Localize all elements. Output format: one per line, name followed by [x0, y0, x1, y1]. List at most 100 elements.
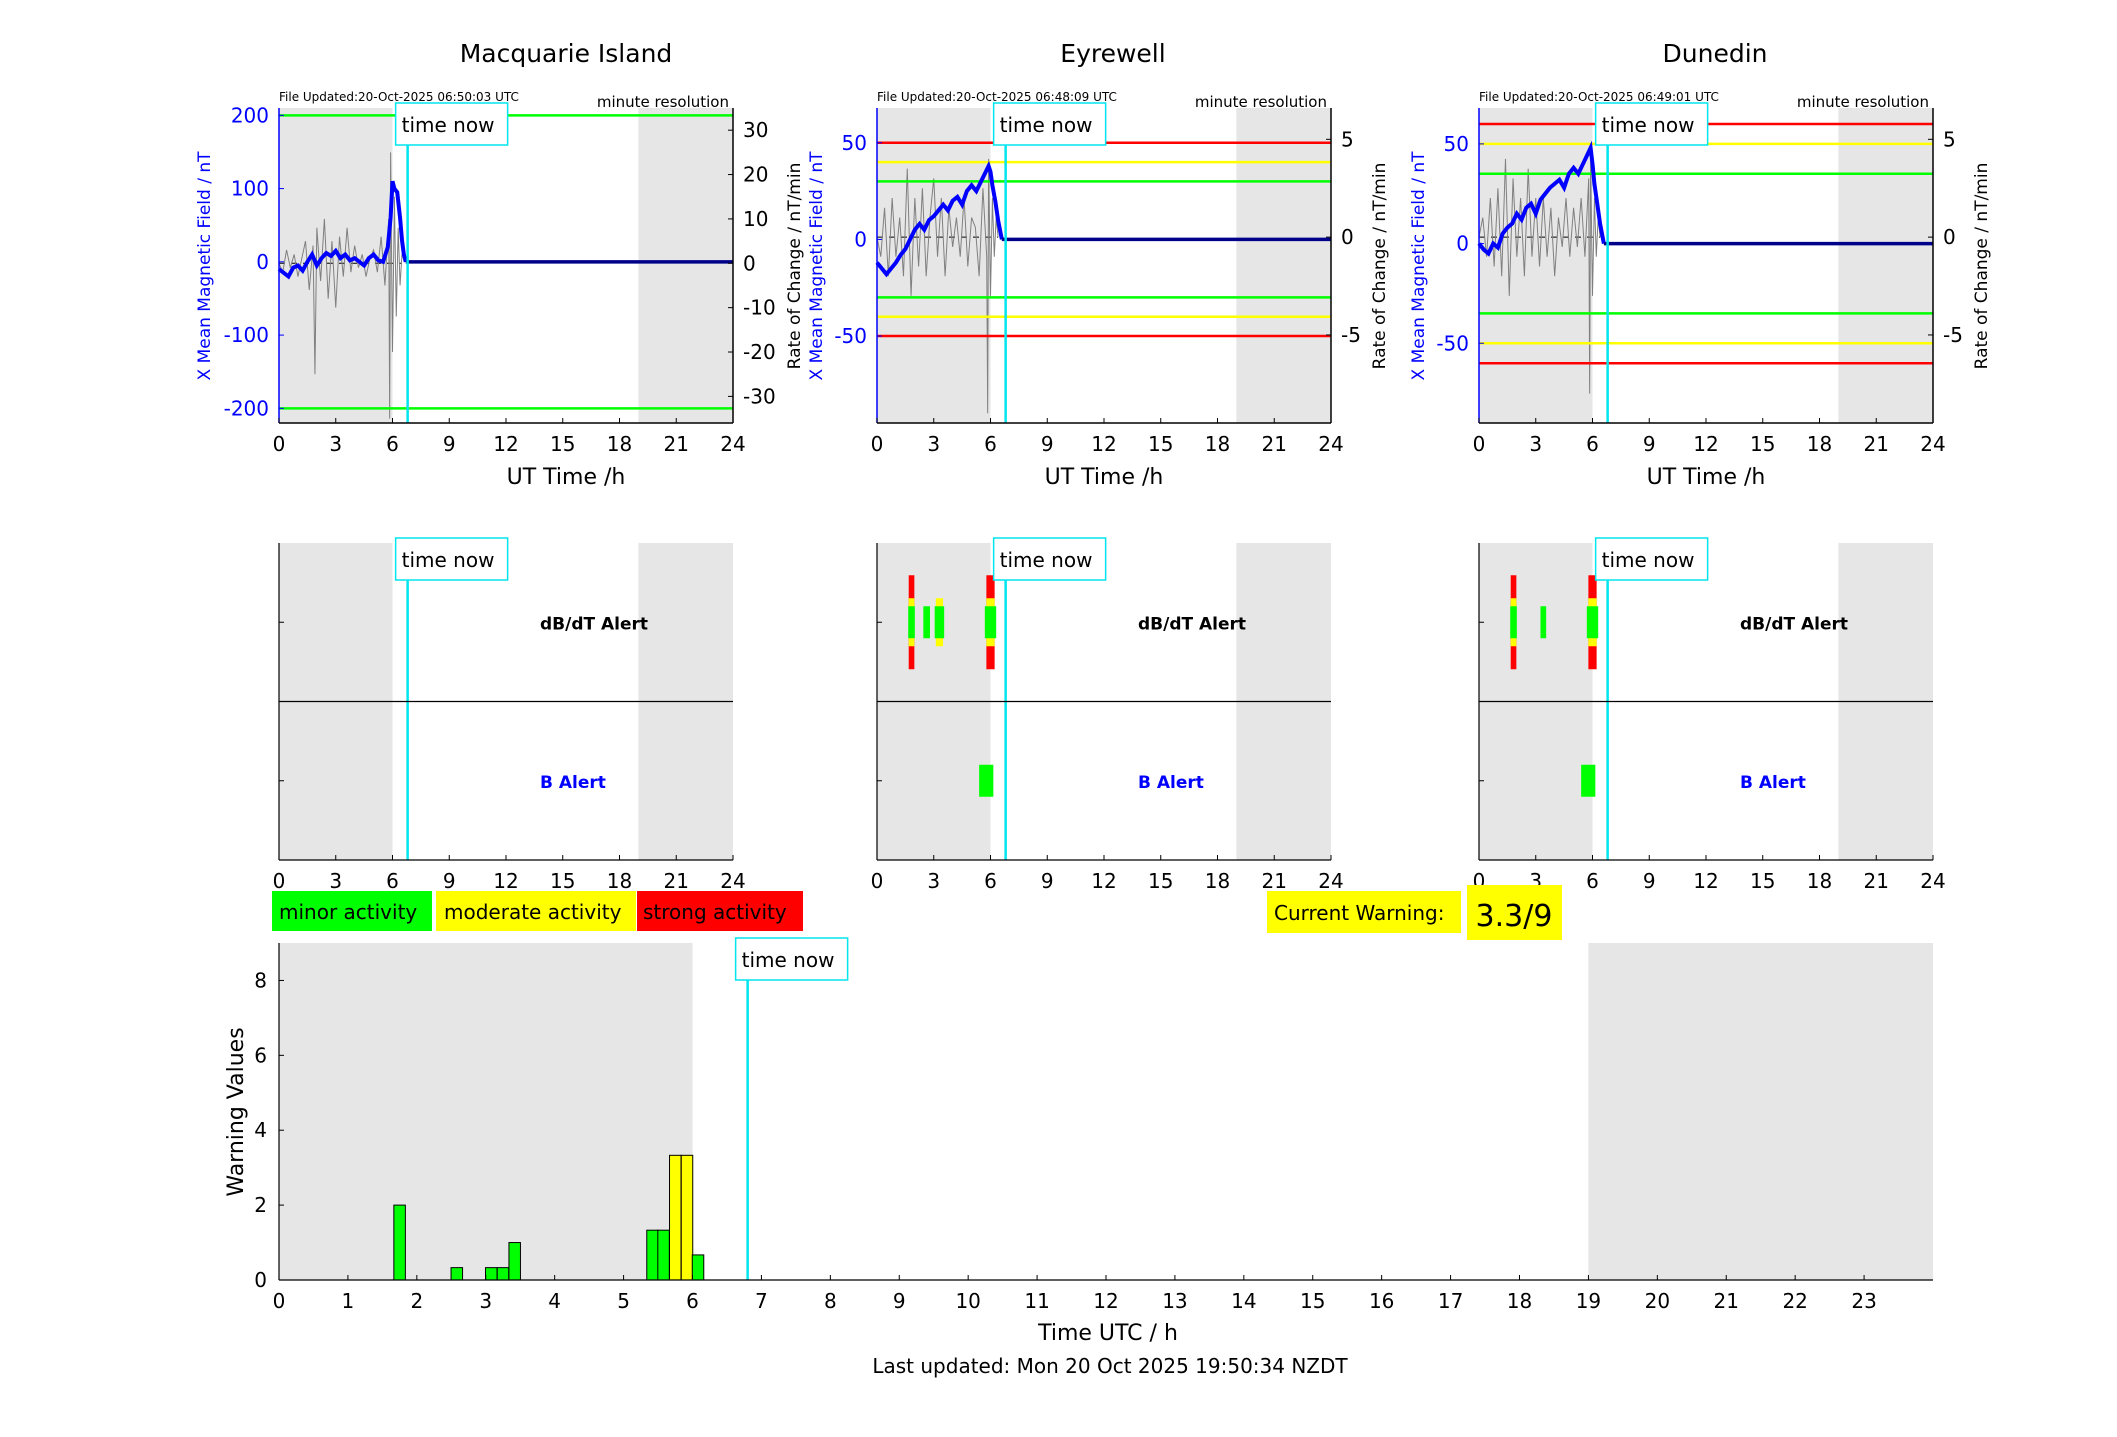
x-tick-label: 2	[410, 1289, 423, 1313]
dbdt-alert-minor	[1540, 606, 1547, 639]
warning-bar-moderate	[680, 1154, 694, 1281]
y-right-tick-label: 0	[743, 251, 756, 275]
y-right-tick-label: -5	[1341, 323, 1361, 347]
x-tick-label: 3	[1529, 432, 1542, 456]
x-tick-label: 15	[550, 869, 575, 893]
x-tick-label: 0	[273, 432, 286, 456]
chart-title: Dunedin	[1663, 39, 1768, 68]
x-tick-label: 12	[493, 432, 518, 456]
x-tick-label: 6	[1586, 869, 1599, 893]
legend-strong-swatch	[637, 891, 803, 931]
x-tick-label: 18	[1807, 432, 1832, 456]
x-tick-label: 7	[755, 1289, 768, 1313]
legend-minor-swatch	[272, 891, 432, 931]
y-right-tick-label: 20	[743, 163, 768, 187]
file-updated-text: File Updated:20-Oct-2025 06:49:01 UTC	[1479, 90, 1719, 104]
warning-bar-minor	[485, 1267, 498, 1281]
time-now-label: time now	[1602, 113, 1695, 137]
x-axis-label: UT Time /h	[1647, 465, 1766, 490]
time-now-box	[992, 537, 1107, 581]
y-right-tick-label: -30	[743, 384, 776, 408]
x-tick-label: 5	[617, 1289, 630, 1313]
x-tick-label: 9	[443, 432, 456, 456]
x-tick-label: 15	[1750, 432, 1775, 456]
y-axis-left-label: X Mean Magnetic Field / nT	[807, 151, 827, 381]
dbdt-alert-minor	[1586, 606, 1599, 639]
warning-bar-minor	[691, 1254, 705, 1281]
y-right-tick-label: 0	[1341, 225, 1354, 249]
x-tick-label: 3	[927, 432, 940, 456]
dbdt-alert-label: dB/dT Alert	[540, 614, 648, 634]
x-tick-label: 6	[984, 432, 997, 456]
rate-of-change-series	[876, 158, 999, 414]
y-left-tick-label: 50	[1444, 132, 1469, 156]
macquarie-field-chart: Macquarie Island File Updated:20-Oct-202…	[195, 39, 805, 490]
dbdt-alert-minor	[934, 606, 945, 639]
b-alert-minor	[1581, 764, 1596, 797]
x-tick-label: 6	[984, 869, 997, 893]
x-tick-label: 15	[1750, 869, 1775, 893]
x-tick-label: 14	[1231, 1289, 1256, 1313]
x-tick-label: 9	[893, 1289, 906, 1313]
night-shade	[1479, 108, 1593, 423]
x-tick-label: 9	[443, 869, 456, 893]
warning-bar-minor	[508, 1242, 521, 1281]
x-axis-label: UT Time /h	[507, 465, 626, 490]
x-tick-label: 3	[329, 869, 342, 893]
x-tick-label: 24	[720, 432, 745, 456]
x-tick-label: 18	[1507, 1289, 1532, 1313]
y-left-tick-label: -200	[224, 396, 269, 420]
magnetic-field-series	[277, 180, 408, 280]
eyrewell-alert-chart: time now dB/dT Alert B Alert 0 3 6 9 12 15 18 21 24	[871, 537, 1344, 893]
time-now-box	[1594, 102, 1709, 146]
x-tick-label: 3	[927, 869, 940, 893]
y-right-tick-label: -5	[1943, 323, 1963, 347]
x-tick-label: 13	[1162, 1289, 1187, 1313]
x-tick-label: 20	[1645, 1289, 1670, 1313]
x-tick-label: 21	[664, 869, 689, 893]
night-shade	[1236, 108, 1331, 423]
x-tick-label: 0	[871, 869, 884, 893]
x-tick-label: 24	[1318, 869, 1343, 893]
night-shade	[638, 108, 733, 423]
x-tick-label: 10	[955, 1289, 980, 1313]
y-right-tick-label: 5	[1341, 127, 1354, 151]
y-right-tick-label: 30	[743, 118, 768, 142]
last-updated-text: Last updated: Mon 20 Oct 2025 19:50:34 N…	[872, 1354, 1348, 1378]
b-alert-label: B Alert	[1740, 773, 1806, 793]
x-tick-label: 9	[1643, 432, 1656, 456]
x-tick-label: 12	[1091, 432, 1116, 456]
y-axis-left-label: X Mean Magnetic Field / nT	[195, 151, 215, 381]
legend-strong-label: strong activity	[643, 900, 787, 924]
y-axis-right-label: Rate of Change / nT/min	[785, 163, 805, 370]
y-left-tick-label: 50	[842, 131, 867, 155]
eyrewell-field-chart: Eyrewell File Updated:20-Oct-2025 06:48:…	[807, 39, 1390, 490]
dbdt-alert-minor	[984, 606, 997, 639]
resolution-label: minute resolution	[597, 93, 729, 111]
x-tick-label: 18	[607, 869, 632, 893]
x-tick-label: 24	[1920, 869, 1945, 893]
y-axis-right-label: Rate of Change / nT/min	[1370, 163, 1390, 370]
x-tick-label: 17	[1438, 1289, 1463, 1313]
macquarie-alert-chart: time now dB/dT Alert B Alert 0 3 6 9 12 15 18 21 24	[273, 537, 746, 893]
x-tick-label: 16	[1369, 1289, 1394, 1313]
y-right-tick-label: 10	[743, 207, 768, 231]
x-tick-label: 9	[1041, 432, 1054, 456]
time-now-label: time now	[1000, 113, 1093, 137]
x-tick-label: 18	[1205, 869, 1230, 893]
x-tick-label: 15	[1148, 432, 1173, 456]
x-tick-label: 3	[479, 1289, 492, 1313]
time-now-label: time now	[1602, 548, 1695, 572]
warning-bar-minor	[393, 1204, 406, 1281]
x-tick-label: 6	[386, 869, 399, 893]
x-tick-label: 21	[664, 432, 689, 456]
dbdt-alert-label: dB/dT Alert	[1740, 614, 1848, 634]
x-tick-label: 15	[1300, 1289, 1325, 1313]
y-right-tick-label: 0	[1943, 225, 1956, 249]
time-now-label: time now	[1000, 548, 1093, 572]
x-tick-label: 4	[548, 1289, 561, 1313]
time-now-box	[992, 102, 1107, 146]
y-left-tick-label: 100	[231, 177, 269, 201]
x-tick-label: 12	[1091, 869, 1116, 893]
file-updated-text: File Updated:20-Oct-2025 06:50:03 UTC	[279, 90, 519, 104]
